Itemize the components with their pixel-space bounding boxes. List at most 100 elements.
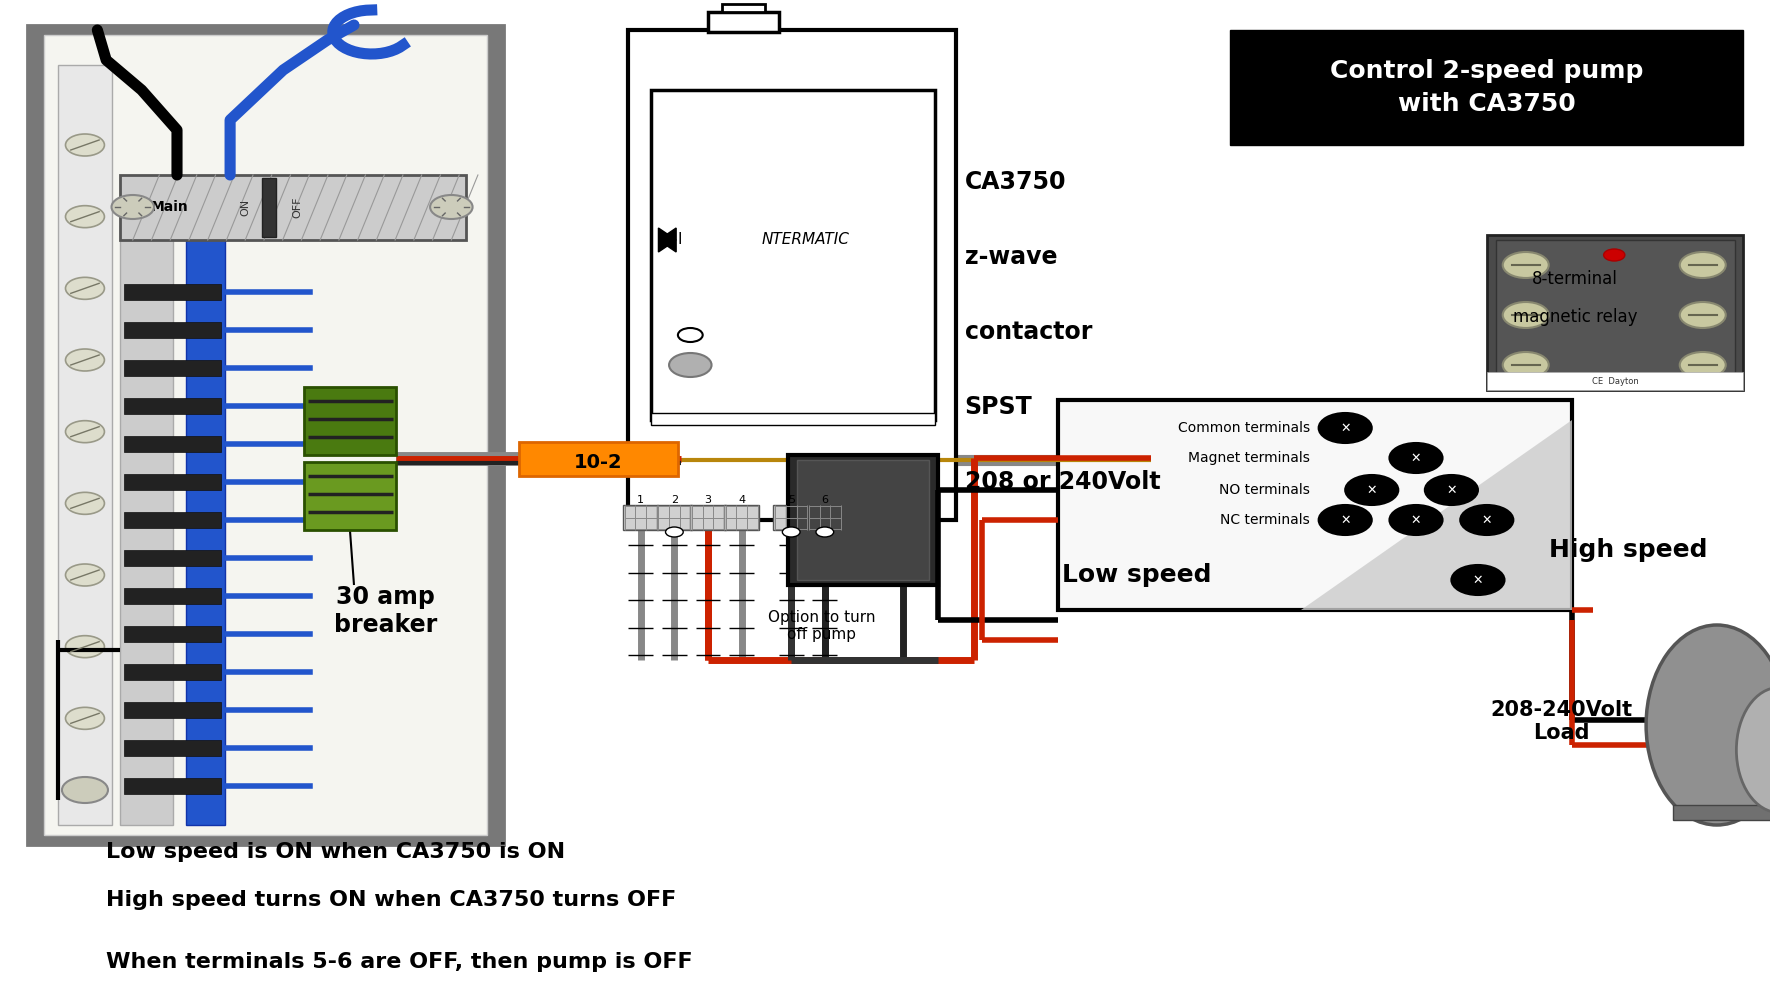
Circle shape <box>65 707 104 729</box>
Text: 1: 1 <box>637 495 644 505</box>
Text: magnetic relay: magnetic relay <box>1513 308 1637 326</box>
Text: 10-2: 10-2 <box>573 452 623 472</box>
Bar <box>27 25 504 845</box>
Circle shape <box>1451 565 1504 595</box>
Circle shape <box>1319 413 1372 443</box>
Text: OFF: OFF <box>292 196 303 218</box>
Bar <box>124 474 221 490</box>
Text: 30 amp
breaker: 30 amp breaker <box>335 585 437 637</box>
Bar <box>722 4 765 12</box>
Text: ✕: ✕ <box>1340 514 1351 526</box>
Text: 208 or 240Volt: 208 or 240Volt <box>965 470 1161 494</box>
Bar <box>690 505 726 530</box>
Bar <box>124 322 221 338</box>
Bar <box>304 387 396 455</box>
Text: 2: 2 <box>671 495 678 505</box>
Text: NO terminals: NO terminals <box>1220 483 1310 497</box>
Circle shape <box>65 564 104 586</box>
Circle shape <box>1503 352 1549 378</box>
Bar <box>262 178 276 237</box>
Circle shape <box>678 328 703 342</box>
Text: z-wave: z-wave <box>965 245 1057 269</box>
Ellipse shape <box>1646 625 1770 825</box>
Circle shape <box>782 527 800 537</box>
Bar <box>124 778 221 794</box>
Text: ✕: ✕ <box>1366 484 1377 496</box>
Text: I: I <box>678 232 683 247</box>
Text: 6: 6 <box>821 495 828 505</box>
Text: Main: Main <box>150 200 188 214</box>
Bar <box>124 360 221 376</box>
Circle shape <box>65 206 104 228</box>
Text: ON: ON <box>241 198 251 216</box>
Circle shape <box>65 349 104 371</box>
Circle shape <box>1425 475 1478 505</box>
Text: Option to turn
off pump: Option to turn off pump <box>768 610 874 642</box>
Circle shape <box>666 527 683 537</box>
Bar <box>1487 235 1743 390</box>
Bar <box>773 505 809 530</box>
Text: ✕: ✕ <box>1481 514 1492 526</box>
Circle shape <box>1680 302 1726 328</box>
Bar <box>1230 30 1743 145</box>
Circle shape <box>1604 249 1625 261</box>
Circle shape <box>62 777 108 803</box>
Circle shape <box>430 195 473 219</box>
Bar <box>124 588 221 604</box>
Circle shape <box>65 277 104 299</box>
Text: NTERMATIC: NTERMATIC <box>761 232 850 247</box>
Text: NC terminals: NC terminals <box>1220 513 1310 527</box>
Text: contactor: contactor <box>965 320 1092 344</box>
Bar <box>657 505 692 530</box>
Circle shape <box>65 421 104 443</box>
Text: Low speed: Low speed <box>1062 563 1211 587</box>
Bar <box>44 35 487 835</box>
Text: ✕: ✕ <box>1340 422 1351 434</box>
Circle shape <box>65 492 104 514</box>
Bar <box>124 512 221 528</box>
Circle shape <box>816 527 834 537</box>
Bar <box>724 505 759 530</box>
Circle shape <box>65 134 104 156</box>
Bar <box>124 740 221 756</box>
Bar <box>124 436 221 452</box>
Circle shape <box>1389 505 1443 535</box>
Bar <box>788 455 938 585</box>
Circle shape <box>1503 302 1549 328</box>
Bar <box>651 90 935 420</box>
Bar <box>796 460 929 580</box>
Polygon shape <box>658 228 676 252</box>
Text: Control 2-speed pump
with CA3750: Control 2-speed pump with CA3750 <box>1329 59 1644 116</box>
Circle shape <box>1460 505 1513 535</box>
Circle shape <box>1680 352 1726 378</box>
Circle shape <box>65 779 104 801</box>
Bar <box>519 442 678 476</box>
Polygon shape <box>1673 805 1770 820</box>
Text: 3: 3 <box>704 495 712 505</box>
Text: 8-terminal: 8-terminal <box>1533 270 1618 288</box>
Circle shape <box>1680 252 1726 278</box>
Bar <box>186 225 225 825</box>
Bar <box>623 505 658 530</box>
Text: CE  Dayton: CE Dayton <box>1591 376 1639 385</box>
Bar <box>807 505 843 530</box>
Bar <box>124 550 221 566</box>
Bar <box>1496 240 1735 385</box>
Bar <box>120 175 466 240</box>
Text: Low speed is ON when CA3750 is ON: Low speed is ON when CA3750 is ON <box>106 842 565 862</box>
Text: Common terminals: Common terminals <box>1177 421 1310 435</box>
Text: 5: 5 <box>788 495 795 505</box>
Text: SPST: SPST <box>965 395 1032 419</box>
Bar <box>124 702 221 718</box>
Text: When terminals 5-6 are OFF, then pump is OFF: When terminals 5-6 are OFF, then pump is… <box>106 952 692 972</box>
Text: ✕: ✕ <box>1473 574 1483 586</box>
Text: ✕: ✕ <box>1411 514 1421 526</box>
Bar <box>1487 372 1743 390</box>
Bar <box>120 225 173 825</box>
Text: High speed turns ON when CA3750 turns OFF: High speed turns ON when CA3750 turns OF… <box>106 890 676 910</box>
Polygon shape <box>658 228 676 252</box>
Bar <box>58 65 112 825</box>
Bar <box>1058 400 1572 610</box>
Bar <box>124 664 221 680</box>
Bar <box>124 626 221 642</box>
